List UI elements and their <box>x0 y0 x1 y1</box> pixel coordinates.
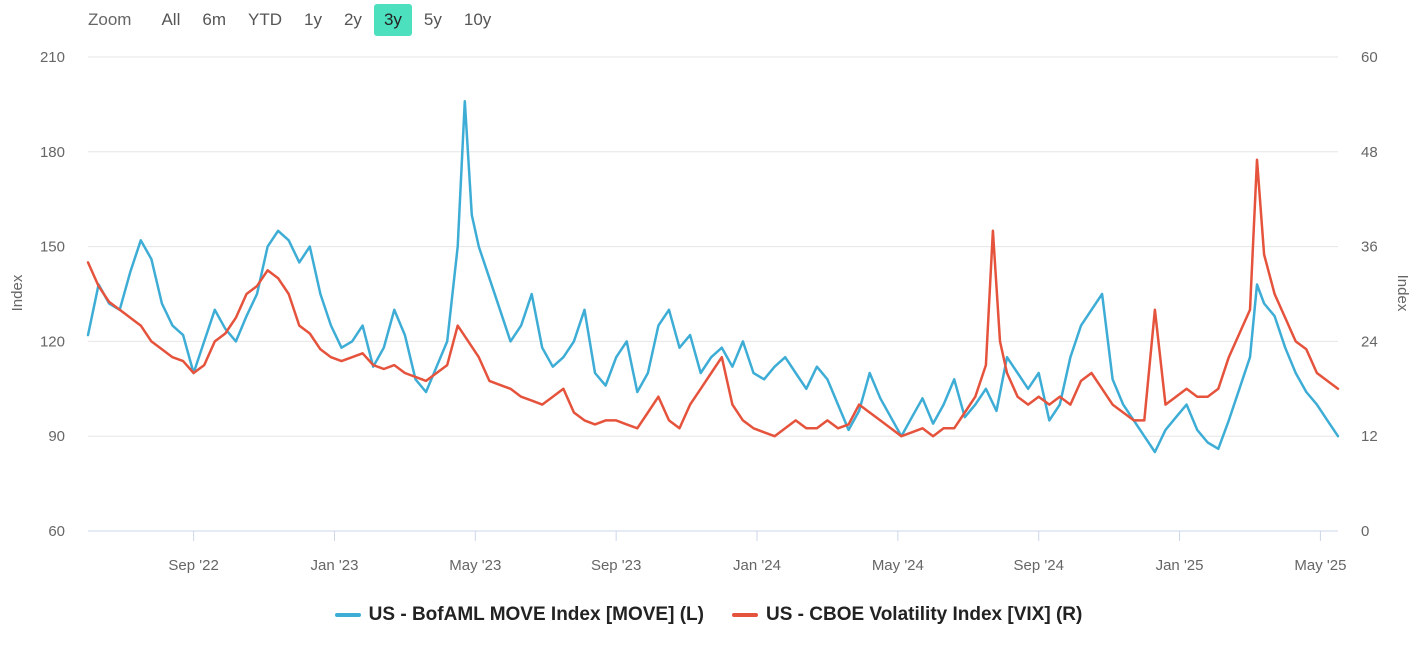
y-left-tick-label: 60 <box>48 523 65 540</box>
gridlines <box>88 56 1338 532</box>
zoom-5y-button[interactable]: 5y <box>423 10 442 29</box>
x-ticks: Sep '22 Jan '23 May '23 Sep '23 Jan '24 May '… <box>168 531 1346 574</box>
x-tick-label: May '24 <box>872 557 924 574</box>
x-tick-label: Sep '24 <box>1014 557 1064 574</box>
legend: US - BofAML MOVE Index [MOVE] (L) US - C… <box>0 604 1417 626</box>
legend-item-move[interactable]: US - BofAML MOVE Index [MOVE] (L) <box>334 604 704 626</box>
y-left-tick-label: 120 <box>40 333 65 350</box>
zoom-ytd-button[interactable]: YTD <box>248 10 282 29</box>
series-layer <box>86 99 1340 454</box>
y-right-tick-label: 48 <box>1361 144 1378 161</box>
y-left-tick-label: 180 <box>40 144 65 161</box>
x-tick-label: May '25 <box>1294 557 1346 574</box>
zoom-2y-button[interactable]: 2y <box>343 10 362 29</box>
zoom-all-button[interactable]: All <box>161 10 181 29</box>
legend-label-move: US - BofAML MOVE Index [MOVE] (L) <box>368 604 704 625</box>
chart-plot: 60 90 120 150 180 210 0 12 24 36 48 60 Sep '22 Jan … <box>9 49 1411 574</box>
legend-swatch-vix <box>731 613 758 617</box>
y-right-tick-label: 36 <box>1361 239 1378 256</box>
zoom-3y-button[interactable]: 3y <box>373 4 412 36</box>
y-left-tick-label: 210 <box>40 49 65 66</box>
y-left-axis-label: Index <box>9 274 26 311</box>
y-right-axis-label: Index <box>1394 275 1411 312</box>
x-tick-label: Jan '25 <box>1156 557 1204 574</box>
x-tick-label: Sep '22 <box>168 557 218 574</box>
legend-label-vix: US - CBOE Volatility Index [VIX] (R) <box>765 604 1083 625</box>
x-tick-label: Sep '23 <box>591 557 641 574</box>
y-left-ticks: 60 90 120 150 180 210 <box>40 49 65 540</box>
legend-swatch-move <box>334 613 361 617</box>
y-left-tick-label: 150 <box>40 239 65 256</box>
zoom-bar: Zoom All 6m YTD 1y 2y 3y 5y 10y <box>88 4 503 36</box>
y-right-tick-label: 60 <box>1361 49 1378 66</box>
y-right-ticks: 0 12 24 36 48 60 <box>1361 49 1378 540</box>
y-right-tick-label: 24 <box>1361 333 1378 350</box>
legend-item-vix[interactable]: US - CBOE Volatility Index [VIX] (R) <box>731 604 1083 626</box>
x-tick-label: May '23 <box>449 557 501 574</box>
x-tick-label: Jan '24 <box>733 557 781 574</box>
y-right-tick-label: 0 <box>1361 523 1369 540</box>
zoom-label: Zoom <box>88 10 132 29</box>
y-left-tick-label: 90 <box>48 428 65 445</box>
zoom-10y-button[interactable]: 10y <box>463 10 492 29</box>
zoom-1y-button[interactable]: 1y <box>304 10 322 29</box>
zoom-6m-button[interactable]: 6m <box>202 10 226 29</box>
x-tick-label: Jan '23 <box>311 557 359 574</box>
series-line-vix <box>86 158 1340 438</box>
y-right-tick-label: 12 <box>1361 428 1378 445</box>
